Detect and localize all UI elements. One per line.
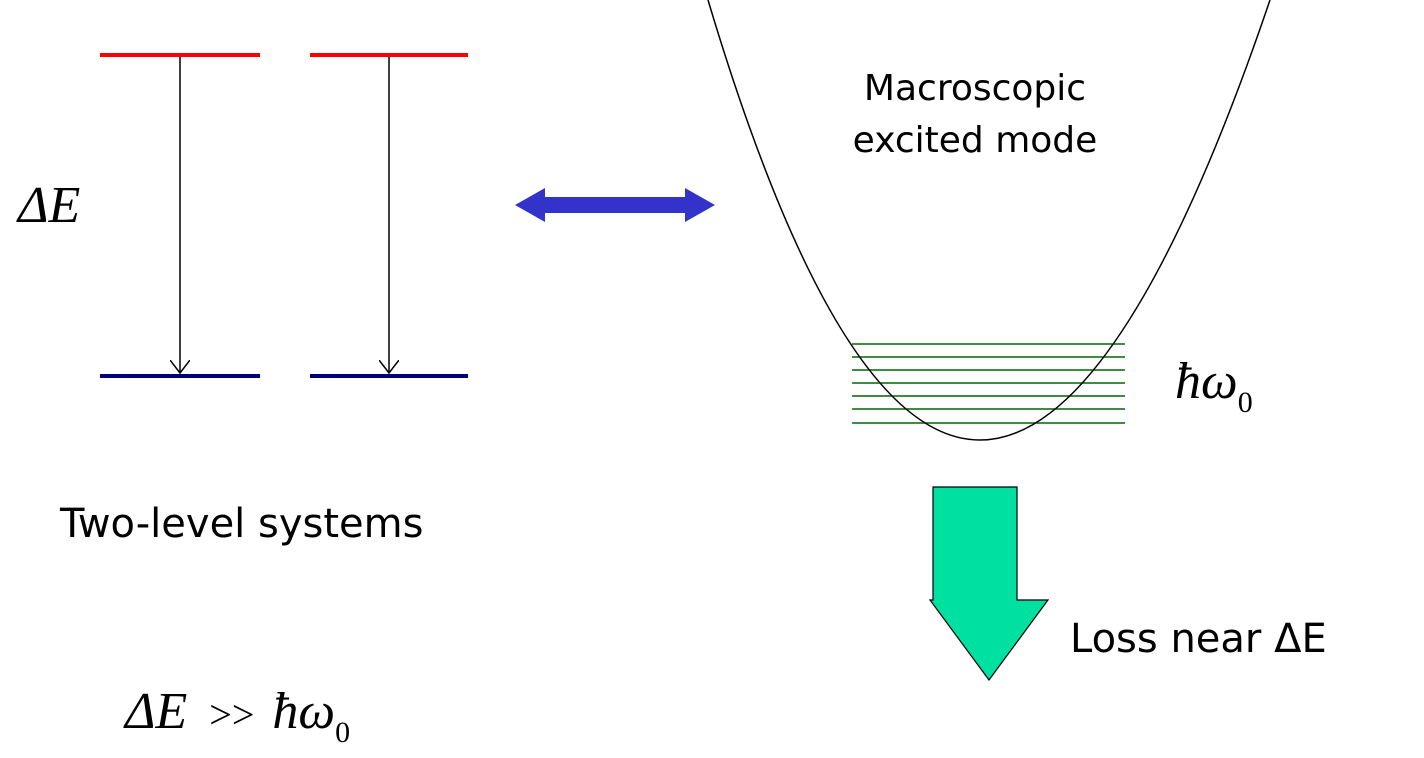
mode-label: excited mode (853, 120, 1098, 161)
relation-operator: >> (209, 692, 254, 737)
relation-left: ΔE (123, 683, 187, 740)
loss-label: Loss near ΔE (1070, 616, 1327, 662)
loss-arrow (928, 486, 1050, 682)
mode-energy: ħω0 (1175, 353, 1253, 419)
subscript: 0 (335, 716, 350, 749)
two-level-label: Two-level systems (59, 501, 423, 547)
mode-label: Macroscopic (864, 68, 1086, 109)
mode-levels (852, 343, 1125, 424)
subscript: 0 (1238, 386, 1253, 419)
relation: ΔE >> ħω0 (123, 683, 350, 749)
energy-label: ΔE (16, 177, 80, 234)
coupling-arrow (515, 188, 715, 222)
symbol: ħω (1175, 353, 1238, 410)
potential-well (707, 0, 1271, 441)
relation-right: ħω (272, 683, 335, 740)
